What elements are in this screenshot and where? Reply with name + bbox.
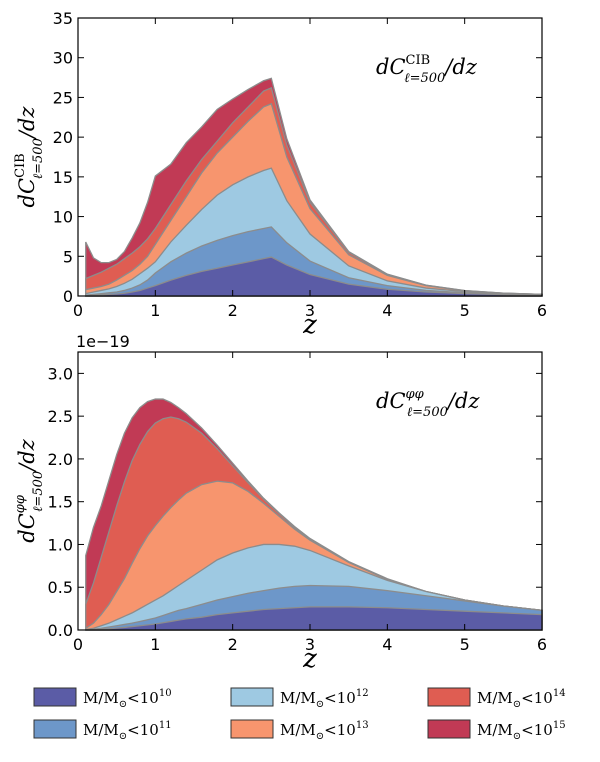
cib-panel: 0 1 2 3 4 5 6 0 5 10 15 20 25 30 35 dCCIB ℓ=500/dz z dC… [13,9,547,340]
legend-item-m15: M/M⊙<1015 [427,719,566,742]
phiphi-x-axis-label: z [302,644,317,674]
legend-swatch-m11 [33,719,77,739]
legend-item-m14: M/M⊙<1014 [427,687,566,710]
cib-x-tick-label: 2 [228,301,238,320]
cib-annotation: dCCIB ℓ=500/dz [376,53,478,86]
phiphi-panel: 0 1 2 3 4 5 6 0.0 0.5 1.0 1.5 2.0 2.5 3.0 1e−19 dCφφ ℓ… [13,332,547,674]
cib-x-tick-label: 4 [382,301,392,320]
cib-x-axis-label: z [302,310,317,340]
legend-swatch-m13 [230,719,274,739]
legend-item-m12: M/M⊙<1012 [230,687,369,710]
phiphi-x-tick-label: 0 [73,635,83,654]
legend-swatch-m15 [427,719,471,739]
legend-item-m13: M/M⊙<1013 [230,719,369,742]
cib-y-tick-label: 15 [53,168,73,187]
phiphi-y-axis-label: dCφφ ℓ=500/dz [13,438,46,542]
cib-y-axis-label: dCCIB ℓ=500/dz [13,106,46,208]
cib-y-tick-label: 35 [53,9,73,28]
cib-y-tick-label: 25 [53,88,73,107]
phiphi-x-tick-label: 6 [537,635,547,654]
cib-area-m10 [85,256,543,297]
legend-swatch-m10 [33,687,77,707]
legend-label-m13: M/M⊙<1013 [280,720,369,742]
cib-y-tick-label: 20 [53,128,73,147]
phiphi-area-layers [85,398,543,631]
legend-swatch-m14 [427,687,471,707]
phiphi-y-tick-label: 0.5 [48,578,73,597]
phiphi-axis-ticks: 0 1 2 3 4 5 6 0.0 0.5 1.0 1.5 2.0 2.5 3.0 [48,352,547,654]
phiphi-y-tick-label: 2.0 [48,450,73,469]
legend-label-m10: M/M⊙<1010 [83,688,172,710]
legend-label-m12: M/M⊙<1012 [280,688,369,710]
phiphi-x-tick-label: 5 [460,635,470,654]
legend-swatch-m12 [230,687,274,707]
cib-area-layers [85,77,543,297]
cib-y-tick-label: 10 [53,208,73,227]
phiphi-y-tick-label: 1.0 [48,535,73,554]
cib-x-tick-label: 1 [150,301,160,320]
cib-x-tick-label: 5 [460,301,470,320]
phiphi-x-tick-label: 2 [228,635,238,654]
cib-x-tick-label: 6 [537,301,547,320]
phiphi-y-tick-label: 2.5 [48,407,73,426]
legend-label-m14: M/M⊙<1014 [477,688,566,710]
phiphi-y-tick-label: 1.5 [48,493,73,512]
legend-label-m11: M/M⊙<1011 [83,720,172,742]
phiphi-offset-text: 1e−19 [76,332,130,351]
cib-y-tick-label: 5 [63,247,73,266]
phiphi-x-tick-label: 4 [382,635,392,654]
phiphi-area-m10 [85,606,543,631]
phiphi-x-tick-label: 3 [305,635,315,654]
cib-x-tick-label: 0 [73,301,83,320]
phiphi-y-tick-label: 0.0 [48,621,73,640]
legend: M/M⊙<1010 M/M⊙<1012 M/M⊙<1014 M/M⊙<1011 M/M⊙… [33,687,566,742]
phiphi-y-tick-label: 3.0 [48,364,73,383]
legend-item-m11: M/M⊙<1011 [33,719,172,742]
cib-y-tick-label: 30 [53,49,73,68]
legend-item-m10: M/M⊙<1010 [33,687,172,710]
cib-x-tick-label: 3 [305,301,315,320]
cib-y-tick-label: 0 [63,287,73,306]
phiphi-annotation: dCφφ ℓ=500/dz [376,387,480,420]
legend-label-m15: M/M⊙<1015 [477,720,566,742]
phiphi-x-tick-label: 1 [150,635,160,654]
cib-axis-ticks: 0 1 2 3 4 5 6 0 5 10 15 20 25 30 35 [53,9,547,320]
